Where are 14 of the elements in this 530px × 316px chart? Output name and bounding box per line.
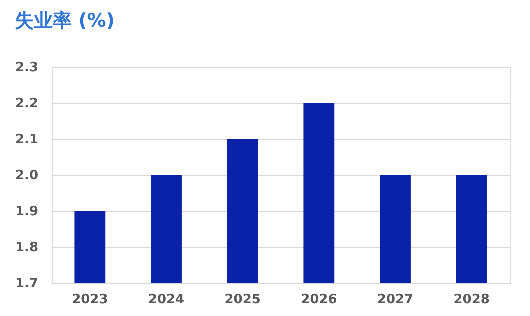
y-tick-label: 1.8 <box>15 240 38 256</box>
x-tick-label: 2025 <box>224 292 261 308</box>
y-tick-label: 2.1 <box>15 132 38 148</box>
x-tick-label: 2024 <box>148 292 185 308</box>
y-tick-label: 2.0 <box>15 168 38 184</box>
x-tick-label: 2027 <box>377 292 414 308</box>
y-tick-label: 2.2 <box>15 96 38 112</box>
x-tick-label: 2028 <box>454 292 490 308</box>
y-tick-label: 2.3 <box>15 60 38 76</box>
x-tick-label: 2026 <box>301 292 338 308</box>
x-tick-label: 2023 <box>72 292 108 308</box>
chart-title: 失业率 (%) <box>14 10 115 32</box>
y-tick-label: 1.9 <box>15 204 38 220</box>
y-tick-label: 1.7 <box>15 276 38 292</box>
